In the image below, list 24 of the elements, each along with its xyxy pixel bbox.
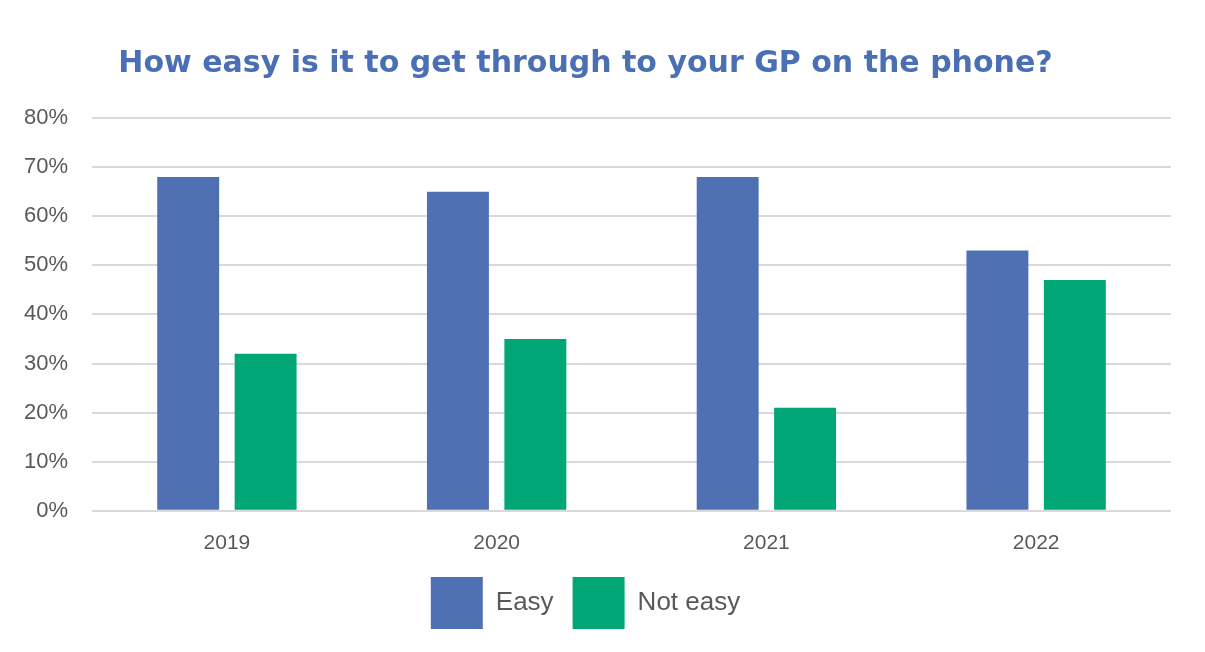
y-tick-label: 20% [23, 398, 69, 424]
bar [696, 176, 759, 510]
x-tick-label: 2019 [203, 530, 251, 554]
x-tick-label: 2020 [473, 530, 520, 554]
chart-title: How easy is it to get through to your GP on the phone? [118, 43, 1053, 79]
legend-label: Not easy [637, 586, 741, 617]
bar [426, 191, 489, 510]
x-tick-label: 2021 [743, 530, 790, 554]
legend-label: Easy [495, 586, 554, 617]
y-tick-label: 10% [23, 447, 69, 473]
y-tick-label: 0% [36, 496, 69, 522]
bar [774, 407, 837, 510]
x-tick-label: 2022 [1012, 530, 1060, 554]
bar [504, 338, 567, 510]
y-tick-label: 50% [23, 251, 69, 277]
bar [234, 353, 297, 510]
bar [157, 176, 220, 510]
bar [966, 250, 1029, 510]
y-tick-label: 30% [23, 349, 69, 375]
y-tick-label: 80% [23, 104, 69, 130]
y-tick-label: 70% [23, 153, 69, 179]
y-tick-label: 40% [23, 300, 69, 326]
y-tick-label: 60% [23, 202, 69, 228]
bar [1043, 280, 1106, 510]
